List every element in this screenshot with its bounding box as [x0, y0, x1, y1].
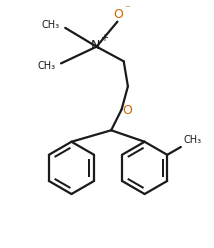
Text: +: +	[101, 33, 108, 43]
Text: ⁻: ⁻	[124, 4, 130, 14]
Text: O: O	[114, 8, 123, 21]
Text: CH₃: CH₃	[42, 20, 60, 30]
Text: O: O	[123, 104, 132, 117]
Text: CH₃: CH₃	[38, 61, 56, 71]
Text: N: N	[91, 39, 100, 52]
Text: CH₃: CH₃	[183, 135, 201, 145]
